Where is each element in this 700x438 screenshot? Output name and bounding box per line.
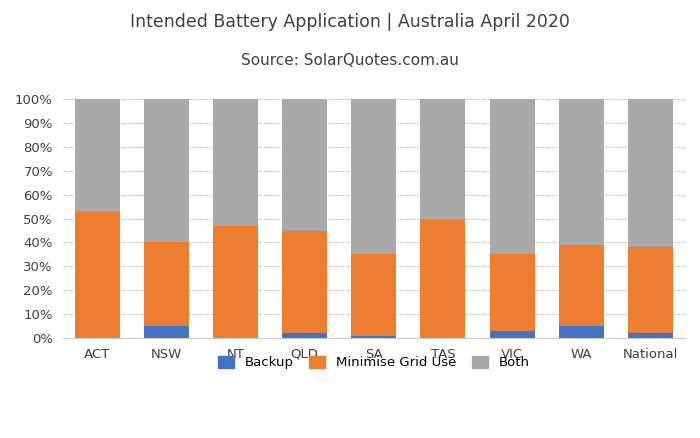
Bar [282, 230, 327, 333]
Bar [351, 254, 396, 336]
Bar [421, 99, 466, 219]
Bar [144, 326, 189, 338]
Bar [75, 99, 120, 212]
Legend: Backup, Minimise Grid Use, Both: Backup, Minimise Grid Use, Both [213, 351, 535, 375]
Bar [213, 99, 258, 226]
Bar [489, 99, 535, 254]
Bar [213, 226, 258, 338]
Bar [489, 331, 535, 338]
Bar [421, 219, 466, 338]
Bar [559, 245, 603, 326]
Bar [559, 326, 603, 338]
Bar [351, 336, 396, 338]
Bar [628, 333, 673, 338]
Bar [351, 99, 396, 254]
Bar [144, 99, 189, 243]
Bar [628, 247, 673, 333]
Bar [75, 212, 120, 338]
Text: Intended Battery Application | Australia April 2020: Intended Battery Application | Australia… [130, 13, 570, 31]
Bar [282, 333, 327, 338]
Text: Source: SolarQuotes.com.au: Source: SolarQuotes.com.au [241, 53, 459, 67]
Bar [559, 99, 603, 245]
Bar [282, 99, 327, 230]
Bar [144, 243, 189, 326]
Bar [628, 99, 673, 247]
Bar [489, 254, 535, 331]
